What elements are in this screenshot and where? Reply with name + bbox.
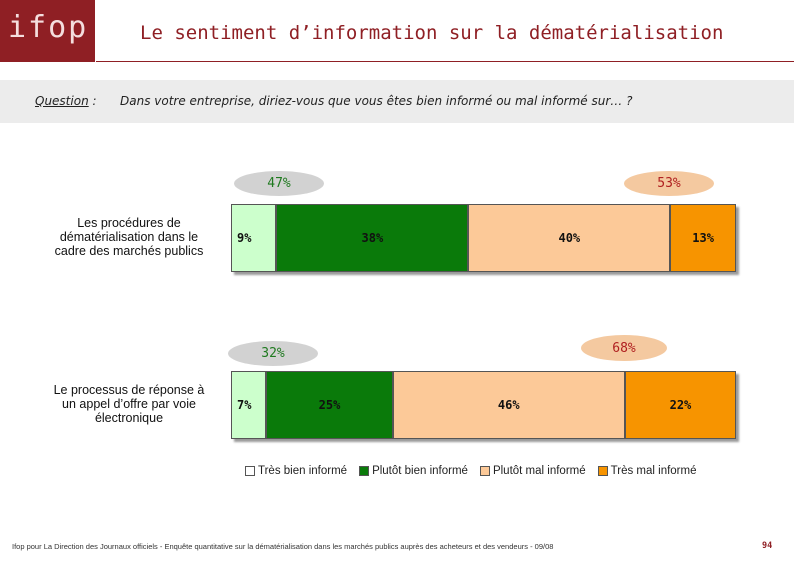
row-label-1: Les procédures de dématérialisation dans… bbox=[40, 216, 218, 258]
total-mal-informe-1: 53% bbox=[624, 171, 714, 196]
title-divider bbox=[96, 61, 794, 62]
legend-label: Très bien informé bbox=[258, 465, 348, 477]
row-label-1-line: Les procédures de bbox=[77, 216, 181, 230]
data-label: 22% bbox=[669, 398, 692, 412]
legend-item-plutot-mal: Plutôt mal informé bbox=[479, 465, 586, 477]
data-label: 38% bbox=[361, 231, 384, 245]
legend-label: Plutôt bien informé bbox=[372, 465, 468, 477]
row-label-2-line: Le processus de réponse à bbox=[53, 383, 205, 397]
bar-seg-tres-mal: 22% bbox=[624, 371, 736, 439]
bar-seg-tres-bien: 9% bbox=[231, 204, 277, 272]
legend-swatch bbox=[597, 466, 608, 476]
total-bien-informe-2: 32% bbox=[228, 341, 318, 366]
question-band bbox=[0, 80, 794, 123]
row-label-1-line: cadre des marchés publics bbox=[54, 244, 204, 258]
bar-seg-plutot-mal: 46% bbox=[392, 371, 625, 439]
page-title: Le sentiment d’information sur la dématé… bbox=[140, 22, 724, 44]
row-label-2-line: un appel d’offre par voie bbox=[62, 397, 196, 411]
bar-seg-plutot-mal: 40% bbox=[468, 204, 671, 272]
data-label: 13% bbox=[692, 231, 714, 245]
legend-swatch bbox=[359, 466, 370, 476]
question-label: Question : bbox=[35, 94, 97, 108]
data-label: 40% bbox=[558, 231, 581, 245]
row-label-2-line: électronique bbox=[94, 411, 164, 425]
legend-label: Très mal informé bbox=[610, 465, 697, 477]
stacked-bar-1: 9% 38% 40% 13% bbox=[231, 204, 736, 272]
total-bien-informe-1: 47% bbox=[234, 171, 324, 196]
data-label: 9% bbox=[237, 231, 252, 245]
legend-swatch bbox=[479, 466, 490, 476]
question-text: Dans votre entreprise, diriez-vous que v… bbox=[120, 94, 633, 108]
bar-seg-plutot-bien: 38% bbox=[276, 204, 469, 272]
legend-label: Plutôt mal informé bbox=[492, 465, 586, 477]
row-label-1-line: dématérialisation dans le bbox=[59, 230, 199, 244]
legend-item-tres-bien: Très bien informé bbox=[245, 465, 347, 477]
question-label-sep: : bbox=[88, 94, 97, 108]
data-label: 46% bbox=[497, 398, 520, 412]
row-label-2: Le processus de réponse à un appel d’off… bbox=[40, 383, 218, 425]
page-number: 94 bbox=[762, 541, 773, 551]
ifop-logo: ifop bbox=[0, 0, 95, 62]
chart-legend: Très bien informé Plutôt bien informé Pl… bbox=[245, 465, 696, 477]
logo-text: ifop bbox=[8, 10, 89, 45]
footer-source: Ifop pour La Direction des Journaux offi… bbox=[12, 542, 554, 551]
data-label: 7% bbox=[237, 398, 252, 412]
bar-seg-plutot-bien: 25% bbox=[266, 371, 393, 439]
data-label: 25% bbox=[318, 398, 341, 412]
stacked-bar-2: 7% 25% 46% 22% bbox=[231, 371, 736, 439]
bar-seg-tres-bien: 7% bbox=[231, 371, 267, 439]
total-mal-informe-2: 68% bbox=[581, 335, 667, 361]
legend-item-tres-mal: Très mal informé bbox=[597, 465, 697, 477]
question-label-word: Question bbox=[35, 94, 89, 108]
legend-item-plutot-bien: Plutôt bien informé bbox=[359, 465, 468, 477]
bar-seg-tres-mal: 13% bbox=[670, 204, 736, 272]
legend-swatch bbox=[245, 466, 255, 476]
